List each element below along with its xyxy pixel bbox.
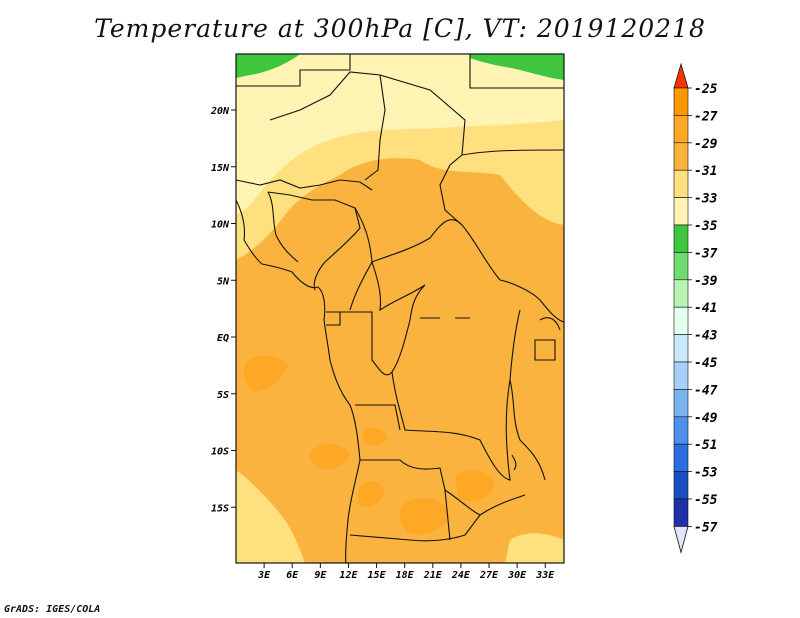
colorbar-label: -43 [694,329,718,344]
colorbar-segment [673,197,689,226]
lat-tick-label: 5N [217,276,230,287]
colorbar-bottom-arrow [673,526,689,554]
colorbar-segment [673,142,689,171]
colorbar-label: -33 [694,192,718,207]
longitude-axis: 3E 6E 9E 12E 15E 18E 21E 24E 27E 30E 33E [257,563,555,581]
colorbar-top-arrow [673,62,689,89]
colorbar-label: -53 [694,466,718,481]
colorbar-segment [673,443,689,472]
country-borders [236,54,564,563]
colorbar-segment [673,87,689,116]
colorbar-segment [673,416,689,445]
colorbar-segment [673,389,689,418]
latitude-axis: 20N 15N 10N 5N EQ 5S 10S 15S [210,106,236,514]
colorbar-label: -49 [694,411,718,426]
colorbar-label: -25 [694,82,718,97]
colorbar-label: -47 [694,383,718,398]
colorbar-label: -41 [694,301,717,316]
colorbar-segment [673,361,689,390]
colorbar-label: -27 [694,109,718,124]
colorbar-segment [673,471,689,500]
lon-tick-label: 24E [451,570,471,581]
lon-tick-label: 33E [535,570,555,581]
colorbar-label: -55 [694,493,718,508]
colorbar-label: -57 [694,520,718,535]
lat-tick-label: 15N [211,163,230,174]
lon-tick-label: 3E [257,570,271,581]
lon-tick-label: 9E [314,570,327,581]
lat-tick-label: 15S [211,503,229,514]
map-frame [235,53,565,564]
colorbar-label: -39 [694,274,718,289]
colorbar-segment [673,224,689,253]
colorbar-segment [673,252,689,281]
temperature-field [236,54,564,563]
lat-tick-label: 20N [210,106,230,117]
lon-tick-label: 6E [286,570,299,581]
lon-tick-label: 15E [368,570,387,581]
colorbar-label: -35 [694,219,718,234]
colorbar-segment [673,498,689,527]
colorbar-segment [673,334,689,363]
lon-tick-label: 12E [339,570,358,581]
colorbar-label: -29 [694,137,718,152]
colorbar-label: -37 [694,246,718,261]
colorbar-label: -31 [694,164,717,179]
map-title: Temperature at 300hPa [C], VT: 201912021… [94,14,706,43]
colorbar-label: -45 [694,356,718,371]
colorbar-segment [673,169,689,198]
colorbar: -25 -27 -29 -31 -33 -35 -37 -39 -41 -43 -45 -47 -49 -… [673,62,718,554]
colorbar-label: -51 [694,438,717,453]
colorbar-segment [673,306,689,335]
lon-tick-label: 18E [396,570,415,581]
lat-tick-label: 10S [211,447,229,458]
lat-tick-label: 10N [211,220,230,231]
colorbar-segment [673,115,689,144]
lon-tick-label: 21E [423,570,443,581]
footer-credit: GrADS: IGES/COLA [4,604,101,615]
lon-tick-label: 30E [507,570,527,581]
lon-tick-label: 27E [479,570,499,581]
colorbar-segment [673,279,689,308]
lat-tick-label: EQ [217,333,229,344]
lat-tick-label: 5S [217,390,229,401]
